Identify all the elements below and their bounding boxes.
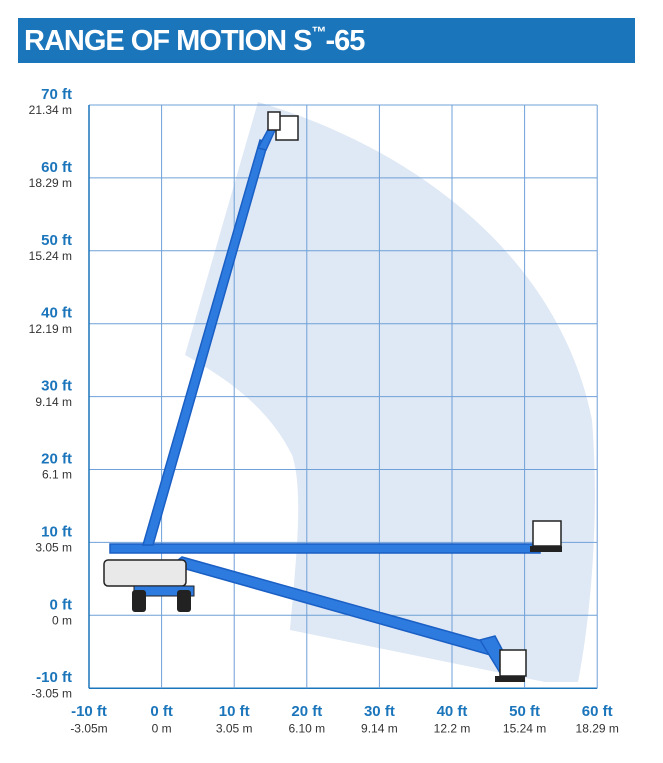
- wheel: [177, 590, 191, 612]
- horizontal-basket-floor: [530, 546, 562, 552]
- x-label-m: -3.05m: [70, 721, 107, 735]
- y-label-m: 0 m: [52, 613, 72, 627]
- y-label-m: 15.24 m: [29, 249, 72, 263]
- title-main: RANGE OF MOTION S: [24, 25, 312, 57]
- x-label-m: 6.10 m: [288, 721, 325, 735]
- y-label-ft: -10 ft: [36, 669, 72, 686]
- title-mark: ™: [312, 24, 326, 41]
- x-label-ft: 0 ft: [150, 703, 173, 720]
- y-label-ft: 50 ft: [41, 232, 72, 249]
- y-label-m: 12.19 m: [29, 322, 72, 336]
- x-label-m: 18.29 m: [576, 721, 619, 735]
- horizontal-basket: [532, 520, 562, 547]
- x-label-m: 12.2 m: [434, 721, 471, 735]
- x-label-ft: 60 ft: [582, 703, 613, 720]
- horizontal-boom: [109, 543, 541, 554]
- y-label-ft: 30 ft: [41, 378, 72, 395]
- x-label-ft: 10 ft: [219, 703, 250, 720]
- y-label-ft: 60 ft: [41, 159, 72, 176]
- y-label-m: 18.29 m: [29, 176, 72, 190]
- chassis: [103, 559, 187, 587]
- title-suffix: -65: [326, 25, 366, 57]
- y-label-m: -3.05 m: [31, 686, 72, 700]
- y-label-ft: 40 ft: [41, 305, 72, 322]
- y-label-ft: 70 ft: [41, 86, 72, 103]
- lower-basket-floor: [495, 676, 525, 682]
- x-label-m: 9.14 m: [361, 721, 398, 735]
- y-label-m: 3.05 m: [35, 541, 72, 555]
- x-label-m: 3.05 m: [216, 721, 253, 735]
- x-label-ft: 40 ft: [437, 703, 468, 720]
- machine: [103, 111, 562, 682]
- title: RANGE OF MOTION S™-65: [24, 24, 365, 57]
- y-label-m: 6.1 m: [42, 468, 72, 482]
- x-label-m: 0 m: [152, 721, 172, 735]
- upper-basket-rail: [267, 111, 281, 131]
- title-bar: [18, 18, 635, 63]
- y-label-ft: 10 ft: [41, 523, 72, 540]
- y-label-ft: 0 ft: [50, 596, 73, 613]
- x-label-m: 15.24 m: [503, 721, 546, 735]
- x-label-ft: -10 ft: [71, 703, 107, 720]
- work-envelope: [185, 102, 595, 682]
- lower-basket: [499, 649, 527, 677]
- x-label-ft: 30 ft: [364, 703, 395, 720]
- y-label-m: 21.34 m: [29, 103, 72, 117]
- y-label-ft: 20 ft: [41, 450, 72, 467]
- wheel: [132, 590, 146, 612]
- x-label-ft: 50 ft: [509, 703, 540, 720]
- y-label-m: 9.14 m: [35, 395, 72, 409]
- x-label-ft: 20 ft: [291, 703, 322, 720]
